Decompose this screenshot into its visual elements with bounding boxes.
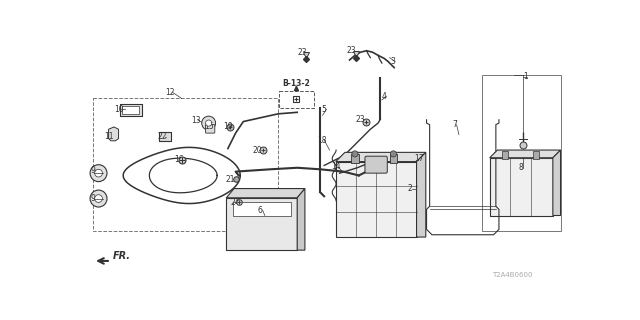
Text: 13: 13 (191, 116, 200, 124)
Circle shape (205, 120, 212, 126)
Bar (502, 151, 508, 158)
Text: 3: 3 (390, 57, 395, 66)
FancyBboxPatch shape (205, 124, 215, 133)
Text: 23: 23 (346, 46, 356, 55)
Bar (159, 132, 171, 141)
Circle shape (90, 190, 107, 207)
Text: 23: 23 (298, 48, 307, 57)
Bar (493, 152, 551, 158)
Bar (120, 104, 141, 116)
Text: 19: 19 (223, 123, 233, 132)
Polygon shape (417, 152, 426, 237)
Text: 21: 21 (225, 175, 235, 184)
Text: T2A4B0600: T2A4B0600 (493, 272, 533, 278)
Bar (351, 154, 359, 163)
FancyBboxPatch shape (365, 156, 387, 173)
Bar (533, 151, 539, 158)
Bar (279, 91, 314, 108)
Text: 6: 6 (258, 206, 262, 215)
Text: 23: 23 (356, 115, 365, 124)
Text: 24: 24 (231, 198, 241, 207)
Text: 22: 22 (157, 132, 167, 141)
Circle shape (352, 151, 358, 157)
Text: 7: 7 (452, 120, 457, 129)
Text: 16: 16 (175, 155, 184, 164)
Text: B-13-2: B-13-2 (283, 78, 310, 88)
Polygon shape (490, 150, 561, 158)
Text: 1: 1 (523, 72, 527, 81)
Bar (120, 104, 141, 116)
Text: 14: 14 (331, 163, 340, 172)
Circle shape (90, 165, 107, 182)
Text: 9: 9 (91, 166, 95, 175)
Text: 18: 18 (317, 136, 326, 145)
Text: 4: 4 (382, 92, 387, 101)
Text: 17: 17 (414, 154, 424, 163)
Text: 9: 9 (91, 194, 95, 203)
Text: 5: 5 (322, 105, 326, 114)
Polygon shape (553, 150, 561, 215)
Text: 11: 11 (104, 132, 113, 141)
Bar (390, 154, 397, 163)
Text: FR.: FR. (113, 251, 131, 260)
Text: 20: 20 (252, 146, 262, 155)
Text: 2: 2 (407, 184, 412, 193)
Circle shape (95, 195, 102, 203)
Circle shape (202, 116, 216, 130)
Polygon shape (297, 188, 305, 250)
Text: 10: 10 (114, 105, 124, 114)
Bar (336, 162, 417, 237)
Circle shape (95, 169, 102, 177)
Bar (232, 203, 291, 215)
Bar (159, 132, 171, 141)
Bar (122, 106, 140, 114)
Bar (227, 198, 297, 250)
Polygon shape (336, 152, 426, 162)
Text: 12: 12 (165, 88, 175, 97)
Polygon shape (109, 127, 118, 141)
Text: 8: 8 (518, 163, 523, 172)
Bar (93, 99, 278, 231)
Text: 15: 15 (204, 123, 214, 132)
Bar (482, 75, 561, 231)
Bar (490, 158, 553, 215)
Circle shape (390, 151, 397, 157)
Polygon shape (227, 188, 305, 198)
